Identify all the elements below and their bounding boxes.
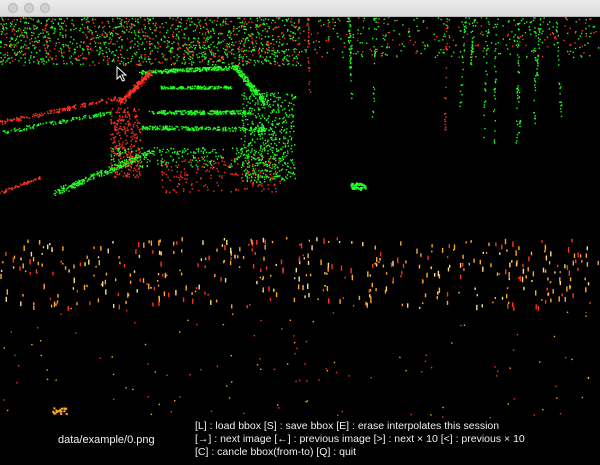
zoom-window-button[interactable] [40,3,50,13]
window-titlebar [0,0,600,17]
help-line-bbox: [L] : load bbox [S] : save bbox [E] : er… [195,420,500,432]
image-filename-label: data/example/0.png [58,434,155,446]
minimize-window-button[interactable] [24,3,34,13]
mouse-pointer-icon [116,66,128,82]
help-line-cancel-quit: [C] : cancle bbox(from-to) [Q] : quit [195,446,357,458]
close-window-button[interactable] [8,3,18,13]
event-image-canvas[interactable] [0,17,600,465]
event-frame-image [0,17,600,419]
help-line-navigation: [→] : next image [←] : previous image [>… [195,433,525,445]
keyboard-help-panel: [L] : load bbox [S] : save bbox [E] : er… [195,420,525,459]
